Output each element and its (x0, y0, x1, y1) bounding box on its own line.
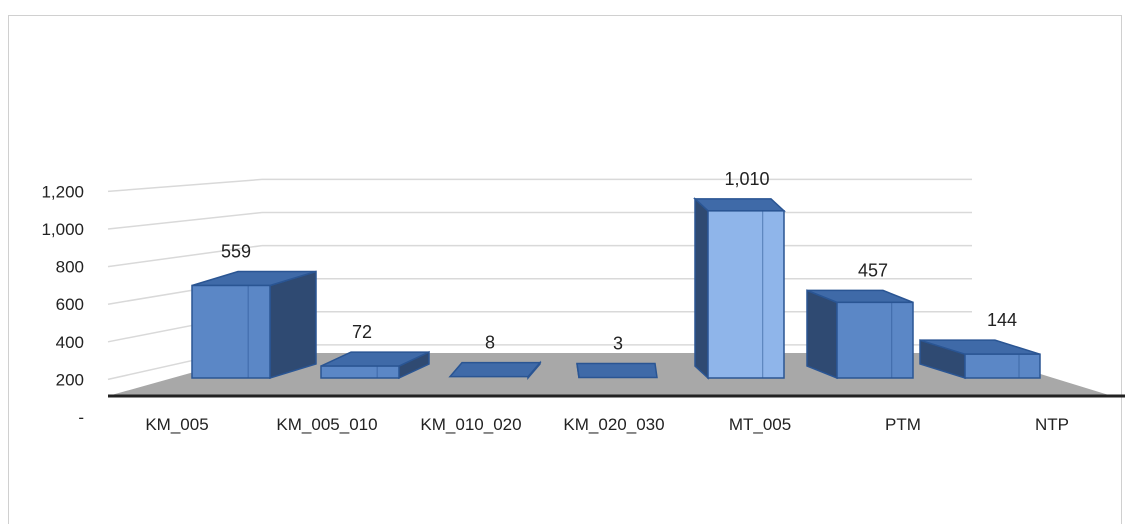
data-label: 457 (858, 260, 888, 280)
side-gridline (107, 244, 263, 268)
bar-km-010-020 (448, 360, 542, 381)
x-category-label: KM_020_030 (563, 415, 664, 434)
bar-side (694, 197, 709, 380)
bar-front (836, 301, 914, 379)
bar-front (320, 365, 400, 379)
y-tick-label: 600 (56, 295, 84, 314)
bar-ntp (919, 339, 1041, 380)
x-axis-categories: KM_005 KM_005_010 KM_010_020 KM_020_030 MT_0… (145, 415, 1069, 434)
data-label: 1,010 (724, 169, 769, 189)
side-gridline (107, 211, 263, 230)
y-tick-label: 1,000 (41, 220, 84, 239)
y-tick-label: 1,200 (41, 182, 84, 201)
data-label: 559 (221, 241, 251, 261)
bar-km-005-010 (320, 350, 430, 380)
chart-frame (8, 15, 1122, 524)
x-category-label: KM_005_010 (276, 415, 377, 434)
x-category-label: MT_005 (729, 415, 791, 434)
x-category-label: NTP (1035, 415, 1069, 434)
side-gridline (107, 178, 263, 193)
bar-km-020-030 (576, 362, 658, 379)
bar-side (806, 289, 838, 380)
data-labels: 559 72 8 3 1,010 457 144 (221, 169, 1017, 354)
y-tick-label: 800 (56, 258, 84, 277)
y-tick-label: 200 (56, 370, 84, 389)
bar-top (448, 361, 542, 378)
bar-front (964, 353, 1041, 379)
gridlines (107, 178, 972, 381)
x-category-label: KM_005 (145, 415, 208, 434)
bar-ptm (806, 289, 914, 380)
bar-front (707, 210, 785, 379)
y-axis-ticks: - 200 400 600 800 1,000 1,200 (41, 182, 84, 427)
data-label: 72 (352, 322, 372, 342)
data-label: 3 (613, 334, 623, 354)
bar-km-005 (191, 270, 317, 380)
y-tick-label: - (78, 408, 84, 427)
data-label: 144 (987, 310, 1017, 330)
x-category-label: PTM (885, 415, 921, 434)
bar-side (269, 270, 317, 380)
y-tick-label: 400 (56, 333, 84, 352)
bar-top (576, 362, 658, 379)
bar-mt-005 (693, 197, 786, 380)
x-category-label: KM_010_020 (420, 415, 521, 434)
bar-front (191, 284, 271, 379)
bar-top (693, 198, 786, 212)
bars (191, 197, 1041, 381)
data-label: 8 (485, 333, 495, 353)
